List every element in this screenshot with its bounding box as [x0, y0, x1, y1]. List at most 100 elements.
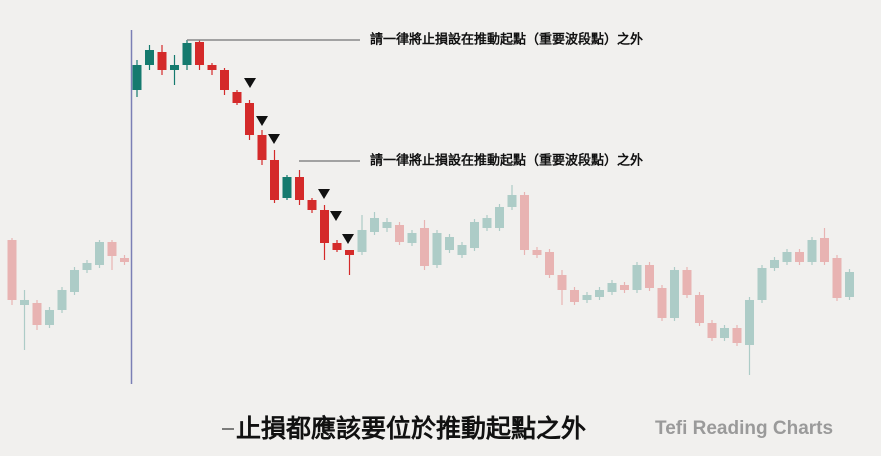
candle-body	[745, 300, 754, 345]
candle	[307, 198, 317, 213]
candle-body	[707, 323, 717, 338]
candle-body	[232, 92, 242, 103]
candle-body	[445, 237, 454, 250]
candle-body	[245, 103, 254, 135]
marker	[330, 211, 342, 221]
candle	[732, 325, 742, 346]
candle-body	[407, 233, 417, 243]
candle	[357, 215, 367, 255]
candles	[7, 40, 854, 375]
candle-body	[95, 242, 104, 265]
candle	[532, 247, 542, 258]
candle	[282, 175, 292, 200]
candle	[682, 267, 692, 298]
candle	[120, 255, 129, 265]
candle-body	[832, 258, 842, 298]
candle	[145, 45, 154, 70]
candle	[445, 234, 454, 253]
candle-body	[507, 195, 517, 207]
candle	[657, 285, 667, 321]
annotation: 請一律將止損設在推動起點（重要波段點）之外	[370, 153, 643, 169]
candle-body	[795, 252, 804, 262]
candle	[557, 270, 567, 305]
candle	[32, 300, 42, 330]
candle-body	[757, 268, 767, 300]
candle-body	[595, 290, 604, 297]
candle	[495, 204, 504, 231]
annotation: 請一律將止損設在推動起點（重要波段點）之外	[370, 32, 643, 48]
candle	[632, 262, 642, 293]
candle-body	[682, 270, 692, 295]
candle	[432, 230, 442, 268]
candle-body	[157, 52, 167, 70]
candle	[695, 292, 704, 326]
candle	[232, 90, 242, 105]
markers	[244, 78, 354, 244]
candle	[382, 218, 392, 232]
candle	[720, 325, 729, 341]
candle-body	[82, 263, 92, 270]
candle-body	[395, 225, 404, 242]
source: Tefi Reading Charts	[655, 418, 833, 439]
candle-body	[257, 135, 267, 160]
candle	[270, 150, 279, 203]
candle	[707, 320, 717, 341]
candle-body	[295, 177, 304, 200]
candle-body	[732, 328, 742, 343]
candle	[370, 212, 379, 235]
candle	[345, 250, 354, 275]
marker	[268, 134, 280, 144]
candle-body	[545, 252, 554, 275]
candle-body	[670, 270, 679, 318]
candle	[257, 130, 267, 165]
candle	[245, 100, 254, 140]
candle-body	[332, 243, 342, 250]
candle-body	[145, 50, 154, 65]
candle-body	[520, 195, 529, 250]
candle-body	[345, 250, 354, 255]
candle-body	[182, 43, 192, 65]
candle	[757, 265, 767, 303]
candle	[782, 249, 792, 265]
candle	[70, 267, 79, 295]
candle-body	[657, 288, 667, 318]
marker	[342, 234, 354, 244]
candle	[57, 287, 67, 313]
candle-body	[470, 222, 479, 248]
candle	[745, 297, 754, 375]
candle-body	[270, 160, 279, 200]
marker	[318, 189, 330, 199]
candle-body	[107, 242, 117, 256]
candle-body	[457, 245, 467, 255]
candle	[82, 260, 92, 273]
candle	[182, 40, 192, 70]
candle-body	[320, 210, 329, 243]
candle	[132, 60, 142, 97]
candle-body	[382, 222, 392, 228]
candle	[520, 192, 529, 255]
candle	[620, 282, 629, 293]
candle	[482, 215, 492, 231]
candle-body	[70, 270, 79, 292]
candle-body	[632, 265, 642, 290]
candle-body	[482, 218, 492, 228]
candle	[207, 63, 217, 75]
candle	[845, 269, 854, 300]
candle-body	[357, 230, 367, 252]
candle	[45, 307, 54, 328]
candle	[170, 55, 179, 85]
candle	[407, 230, 417, 246]
candle	[645, 262, 654, 291]
candle	[107, 240, 117, 270]
candle	[545, 249, 554, 278]
candle	[7, 238, 17, 305]
candle-body	[420, 228, 429, 266]
candle-body	[57, 290, 67, 310]
candle	[670, 267, 679, 321]
candle-body	[120, 258, 129, 262]
candle-body	[432, 233, 442, 265]
candle	[770, 257, 779, 271]
candle-body	[532, 250, 542, 255]
candle	[607, 280, 617, 295]
